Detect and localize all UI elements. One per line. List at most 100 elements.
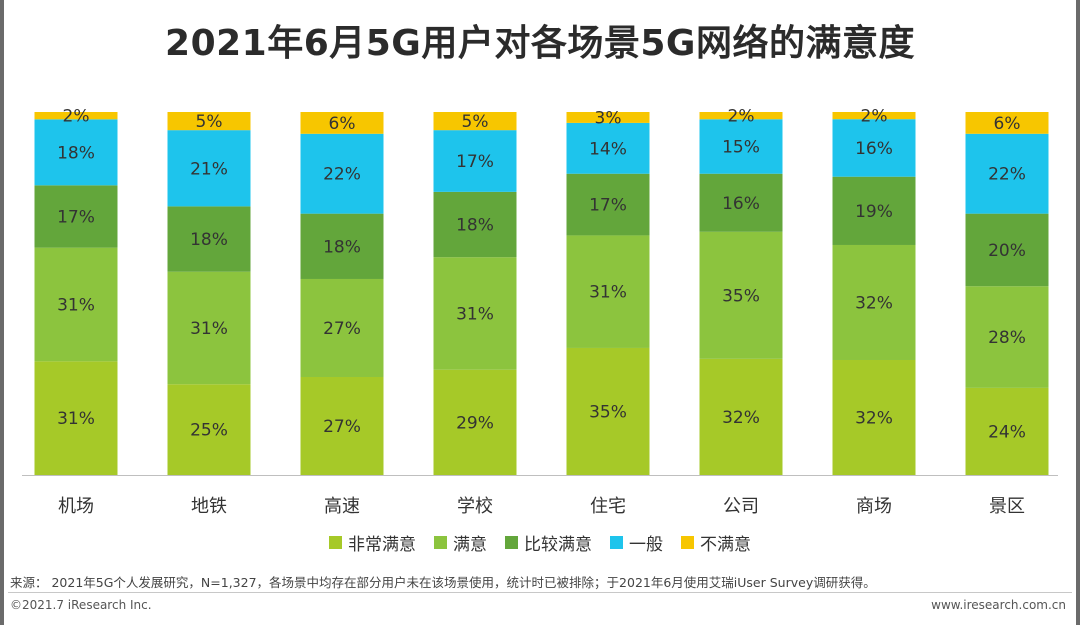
data-label: 35% <box>589 402 627 422</box>
data-label: 6% <box>994 114 1021 134</box>
legend-item: 比较满意 <box>505 530 592 555</box>
website-text: www.iresearch.com.cn <box>931 598 1066 612</box>
data-label: 35% <box>722 286 760 306</box>
data-label: 22% <box>988 165 1026 185</box>
data-label: 18% <box>57 143 95 163</box>
bar-segment <box>699 119 783 174</box>
data-label: 5% <box>462 112 489 132</box>
bar-segment <box>300 278 384 377</box>
data-label: 16% <box>722 194 760 214</box>
bar-segment <box>699 173 783 232</box>
bar-segment <box>965 112 1049 134</box>
bar-segment <box>300 133 384 214</box>
data-label: 22% <box>323 165 361 185</box>
legend-swatch <box>681 536 694 549</box>
chart-legend: 非常满意 满意 比较满意 一般 不满意 <box>0 530 1080 555</box>
category-label: 机场 <box>58 496 94 517</box>
data-label: 31% <box>456 304 494 324</box>
bar-segment <box>965 133 1049 214</box>
data-label: 31% <box>589 283 627 303</box>
data-label: 18% <box>323 237 361 257</box>
data-label: 14% <box>589 139 627 159</box>
legend-label: 一般 <box>629 535 663 555</box>
bar-segment <box>699 231 783 359</box>
legend-swatch <box>434 536 447 549</box>
bar-segment <box>832 112 916 120</box>
bar-segment <box>965 286 1049 388</box>
bar-segment <box>167 112 251 131</box>
bar-segment <box>832 119 916 177</box>
bar-segment <box>167 206 251 272</box>
category-label: 高速 <box>324 496 360 517</box>
data-label: 17% <box>456 152 494 172</box>
data-label: 21% <box>190 159 228 179</box>
bar-segment <box>965 213 1049 287</box>
data-label: 32% <box>855 293 893 313</box>
bar-segment <box>34 112 118 120</box>
legend-label: 比较满意 <box>524 535 592 555</box>
data-label: 2% <box>861 107 888 127</box>
category-label: 景区 <box>989 496 1025 517</box>
data-label: 6% <box>329 114 356 134</box>
bar-segment <box>433 257 517 370</box>
data-label: 2% <box>63 107 90 127</box>
data-label: 2% <box>728 107 755 127</box>
data-label: 3% <box>595 108 622 128</box>
legend-swatch <box>329 536 342 549</box>
legend-item: 非常满意 <box>329 530 416 555</box>
copyright-text: ©2021.7 iResearch Inc. <box>10 598 152 612</box>
data-label: 16% <box>855 139 893 159</box>
data-label: 24% <box>988 422 1026 442</box>
legend-item: 不满意 <box>681 530 751 555</box>
data-label: 5% <box>196 112 223 132</box>
category-label: 公司 <box>723 496 759 517</box>
data-label: 28% <box>988 328 1026 348</box>
legend-label: 满意 <box>453 535 487 555</box>
data-label: 32% <box>855 408 893 428</box>
bar-segment <box>34 119 118 186</box>
data-label: 32% <box>722 408 760 428</box>
bar-segment <box>300 112 384 134</box>
bar-segment <box>433 369 517 475</box>
source-note: 来源： 2021年5G个人发展研究，N=1,327，各场景中均存在部分用户未在该… <box>10 575 876 590</box>
bar-segment <box>433 191 517 258</box>
category-label: 住宅 <box>590 496 626 517</box>
legend-label: 非常满意 <box>348 535 416 555</box>
data-label: 29% <box>456 413 494 433</box>
bar-segment <box>167 130 251 207</box>
bar-segment <box>566 112 650 123</box>
bar-segment <box>566 235 650 348</box>
bar-segment <box>300 376 384 475</box>
bar-segment <box>699 112 783 120</box>
data-label: 27% <box>323 319 361 339</box>
data-label: 18% <box>190 230 228 250</box>
data-label: 19% <box>855 202 893 222</box>
bar-segment <box>300 213 384 279</box>
bar-segment <box>566 347 650 475</box>
bar-segment <box>433 112 517 131</box>
category-label: 地铁 <box>191 496 227 517</box>
data-label: 15% <box>722 137 760 157</box>
bar-segment <box>832 359 916 475</box>
legend-item: 一般 <box>610 530 663 555</box>
data-label: 31% <box>57 296 95 316</box>
bar-segment <box>832 244 916 360</box>
bar-segment <box>34 247 118 362</box>
bar-segment <box>167 271 251 385</box>
data-label: 31% <box>190 319 228 339</box>
footer-divider <box>8 592 1072 593</box>
chart-title: 2021年6月5G用户对各场景5G网络的满意度 <box>165 23 915 64</box>
category-label: 商场 <box>856 496 892 517</box>
data-label: 17% <box>57 208 95 228</box>
bar-segment <box>34 361 118 475</box>
stacked-bar-chart: 31% 31% 17% 18% 2% 机场 25% 31% 18% 21% 5% 地铁 27% 27% 18… <box>22 107 1058 517</box>
bar-segment <box>433 130 517 192</box>
legend-item: 满意 <box>434 530 487 555</box>
bar-segment <box>965 387 1049 475</box>
data-label: 18% <box>456 216 494 236</box>
bar-segment <box>167 384 251 475</box>
bar-segment <box>699 358 783 475</box>
bar-segment <box>34 185 118 248</box>
data-label: 25% <box>190 421 228 441</box>
